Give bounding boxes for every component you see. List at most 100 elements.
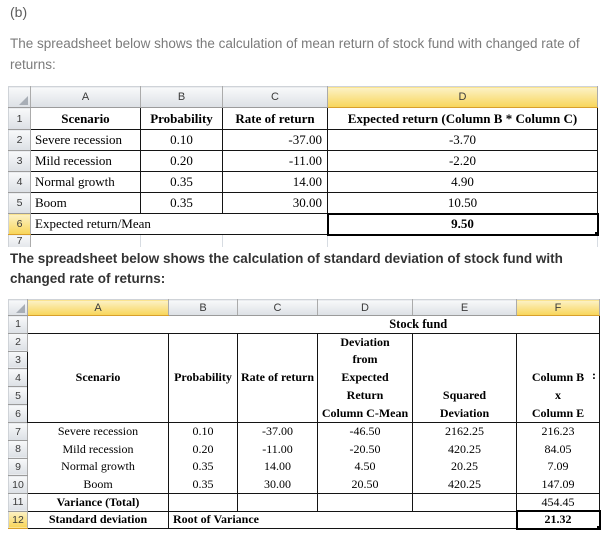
cell[interactable]: Normal growth	[27, 458, 169, 476]
row-header-12-selected[interactable]: 12	[8, 510, 28, 530]
cell[interactable]: Mild recession	[27, 440, 169, 459]
row-header-1[interactable]: 1	[8, 315, 28, 334]
cell[interactable]: 216.23	[516, 422, 600, 441]
row-header-2[interactable]: 2	[8, 129, 31, 151]
cell[interactable]: 4.90	[327, 171, 598, 193]
cell[interactable]: -37.00	[237, 422, 318, 441]
column-header-a[interactable]: A	[30, 86, 141, 108]
cell[interactable]: -37.00	[222, 129, 328, 151]
cell[interactable]: -3.70	[327, 129, 598, 151]
column-header-d[interactable]: D	[317, 299, 413, 316]
column-header-e[interactable]: E	[412, 299, 517, 316]
column-header-b[interactable]: B	[140, 86, 223, 108]
row-header-5[interactable]: 5	[8, 192, 31, 214]
cell-standard-deviation-label[interactable]: Standard deviation	[27, 510, 169, 530]
cell[interactable]	[412, 492, 517, 512]
column-header-f-selected[interactable]: F	[516, 299, 600, 316]
cell[interactable]: 14.00	[237, 458, 318, 476]
table-row: 6 Expected return/Mean 9.50	[8, 212, 599, 236]
row-header-9[interactable]: 9	[8, 457, 28, 477]
cell[interactable]: 420.25	[412, 475, 517, 494]
cell[interactable]: 84.05	[516, 440, 600, 459]
table-row: 4	[8, 368, 600, 388]
cell[interactable]: Boom	[30, 192, 141, 214]
cell[interactable]	[168, 492, 238, 512]
row-header-11[interactable]: 11	[8, 492, 28, 512]
cell[interactable]: 10.50	[327, 192, 598, 214]
fill-handle[interactable]	[595, 524, 598, 527]
cell[interactable]: 0.35	[168, 475, 238, 494]
cell-variance-total-label[interactable]: Variance (Total)	[27, 492, 169, 512]
select-all-corner[interactable]	[8, 86, 31, 108]
cell[interactable]: -11.00	[222, 150, 328, 172]
cell-variance-value[interactable]: 454.45	[516, 492, 600, 512]
row-header-6[interactable]: 6	[8, 404, 28, 424]
cell[interactable]: -20.50	[317, 440, 413, 459]
cell[interactable]: -11.00	[237, 440, 318, 459]
cell-expected-return-header[interactable]: Expected return (Column B * Column C)	[327, 107, 598, 130]
cell[interactable]: 20.25	[412, 458, 517, 476]
cell[interactable]: Boom	[27, 475, 169, 494]
cell[interactable]: -2.20	[327, 150, 598, 172]
cell-scenario-header[interactable]: Scenario	[27, 332, 169, 424]
cell[interactable]: Severe recession	[30, 129, 141, 151]
cell[interactable]: 0.35	[140, 192, 223, 214]
row-header-7[interactable]: 7	[8, 422, 28, 441]
row-header-7-clipped[interactable]: 7	[8, 234, 31, 247]
cell-columnb-x-columne-header[interactable]: Column B x Column E	[516, 332, 600, 424]
row-header-3[interactable]: 3	[8, 150, 31, 172]
cell-scenario-header[interactable]: Scenario	[30, 107, 141, 130]
cell-rate-header[interactable]: Rate of return	[222, 107, 328, 130]
fill-handle[interactable]	[593, 230, 596, 233]
cell[interactable]: 2162.25	[412, 422, 517, 441]
row-header-5[interactable]: 5	[8, 386, 28, 406]
cell[interactable]: 7.09	[516, 458, 600, 476]
cell[interactable]: 0.20	[140, 150, 223, 172]
cell-stock-fund-title[interactable]: Stock fund	[237, 315, 600, 334]
select-all-corner[interactable]	[8, 299, 28, 316]
row-header-4[interactable]: 4	[8, 171, 31, 193]
cell-probability-header[interactable]: Probability	[168, 332, 238, 424]
cell-probability-header[interactable]: Probability	[140, 107, 223, 130]
column-header-a-selected[interactable]: A	[27, 299, 169, 316]
column-header-d-selected[interactable]: D	[327, 86, 598, 108]
cell[interactable]: Normal growth	[30, 171, 141, 193]
second-line-2: changed rate of returns:	[10, 271, 166, 286]
cell[interactable]: 0.20	[168, 440, 238, 459]
cell[interactable]: 420.25	[412, 440, 517, 459]
cell[interactable]: 0.35	[168, 458, 238, 476]
row-header-6-selected[interactable]: 6	[8, 213, 31, 235]
cell[interactable]: 30.00	[222, 192, 328, 214]
cell[interactable]: 147.09	[516, 475, 600, 494]
row-header-1[interactable]: 1	[8, 107, 31, 130]
cell[interactable]: 0.10	[168, 422, 238, 441]
cell[interactable]	[317, 492, 413, 512]
cell[interactable]: 30.00	[237, 475, 318, 494]
selected-cell-d6[interactable]: 9.50	[326, 212, 599, 236]
cell[interactable]: 14.00	[222, 171, 328, 193]
cell[interactable]: 0.10	[140, 129, 223, 151]
cell-expected-return-mean-label[interactable]: Expected return/Mean	[30, 213, 328, 235]
selected-cell-f12[interactable]: 21.32	[515, 510, 601, 530]
row-header-4[interactable]: 4	[8, 368, 28, 388]
cell-deviation-header[interactable]: Deviation from Expected Return Column C-…	[317, 332, 413, 424]
column-header-b[interactable]: B	[168, 299, 238, 316]
row-header-2[interactable]: 2	[8, 332, 28, 352]
cell[interactable]: 4.50	[317, 458, 413, 476]
column-header-c[interactable]: C	[222, 86, 328, 108]
row-header-10[interactable]: 10	[8, 475, 28, 494]
cell[interactable]	[237, 492, 318, 512]
cell[interactable]: -46.50	[317, 422, 413, 441]
row-header-8[interactable]: 8	[8, 439, 28, 459]
column-header-c[interactable]: C	[237, 299, 318, 316]
cell[interactable]: 20.50	[317, 475, 413, 494]
table-row: 1 Stock fund	[8, 315, 600, 334]
row-header-3[interactable]: 3	[8, 350, 28, 370]
cell[interactable]: Mild recession	[30, 150, 141, 172]
cell[interactable]: Severe recession	[27, 422, 169, 441]
cell[interactable]: 0.35	[140, 171, 223, 193]
cell[interactable]	[27, 315, 238, 334]
cell-root-of-variance[interactable]: Root of Variance	[168, 510, 517, 530]
cell-rate-header[interactable]: Rate of return	[237, 332, 318, 424]
cell-squared-deviation-header[interactable]: Squared Deviation	[412, 332, 517, 424]
